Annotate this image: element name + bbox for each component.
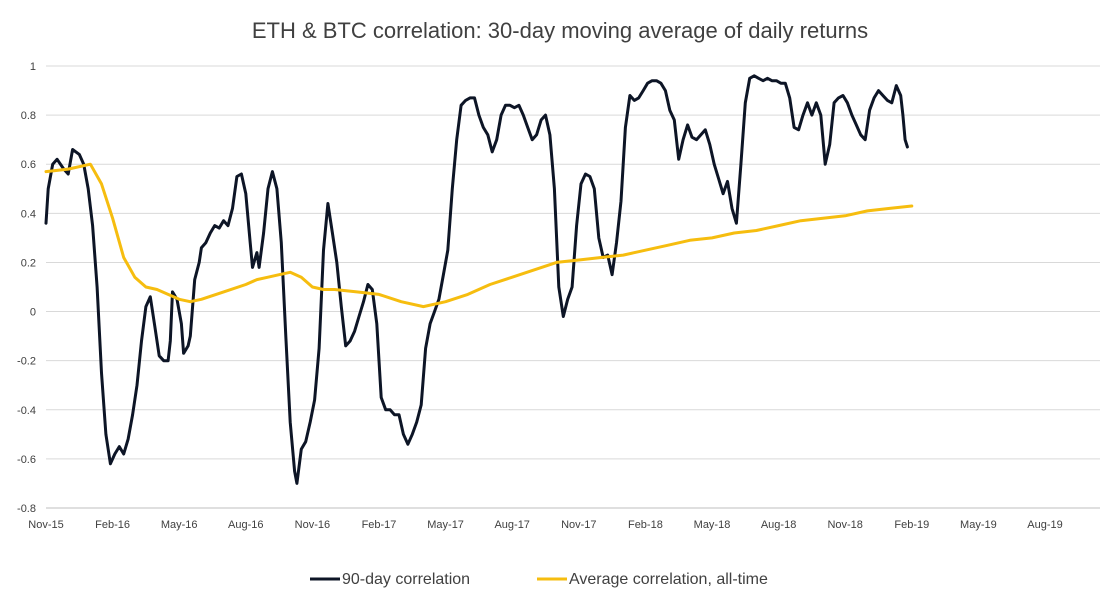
y-tick-label: 0 bbox=[30, 307, 36, 319]
x-tick-label: Nov-15 bbox=[28, 519, 63, 531]
x-tick-label: Feb-18 bbox=[628, 519, 663, 531]
x-axis-tick-labels: Nov-15 Feb-16 May-16 Aug-16 Nov-16 Feb-17 May-… bbox=[28, 519, 1062, 531]
x-tick-label: Aug-18 bbox=[761, 519, 796, 531]
x-tick-label: Nov-16 bbox=[295, 519, 330, 531]
y-tick-label: 0.6 bbox=[21, 159, 36, 171]
y-tick-label: -0.4 bbox=[17, 405, 36, 417]
series-line-average-correlation bbox=[44, 162, 914, 309]
y-tick-label: -0.2 bbox=[17, 356, 36, 368]
y-tick-label: 0.2 bbox=[21, 257, 36, 269]
x-tick-label: Aug-16 bbox=[228, 519, 263, 531]
x-tick-label: Feb-17 bbox=[362, 519, 397, 531]
series-lines bbox=[44, 74, 914, 485]
x-tick-label: Nov-18 bbox=[827, 519, 862, 531]
x-tick-label: May-18 bbox=[694, 519, 731, 531]
y-tick-label: -0.6 bbox=[17, 454, 36, 466]
y-axis-tick-labels: 1 0.8 0.6 0.4 0.2 0 -0.2 -0.4 -0.6 -0.8 bbox=[17, 61, 36, 515]
y-tick-label: 0.8 bbox=[21, 110, 36, 122]
x-tick-label: Aug-17 bbox=[494, 519, 529, 531]
y-tick-label: -0.8 bbox=[17, 503, 36, 515]
legend: 90-day correlation Average correlation, a… bbox=[310, 571, 768, 588]
legend-label-90-day-correlation: 90-day correlation bbox=[342, 571, 470, 588]
x-tick-label: May-17 bbox=[427, 519, 464, 531]
chart-title: ETH & BTC correlation: 30-day moving ave… bbox=[252, 18, 868, 43]
y-tick-label: 1 bbox=[30, 61, 36, 73]
x-tick-label: May-19 bbox=[960, 519, 997, 531]
series-line-90-day-correlation bbox=[44, 74, 909, 485]
x-tick-label: Nov-17 bbox=[561, 519, 596, 531]
x-tick-label: May-16 bbox=[161, 519, 198, 531]
x-tick-label: Feb-16 bbox=[95, 519, 130, 531]
x-tick-label: Feb-19 bbox=[894, 519, 929, 531]
y-tick-label: 0.4 bbox=[21, 208, 36, 220]
legend-label-average-correlation: Average correlation, all-time bbox=[569, 571, 768, 588]
x-tick-label: Aug-19 bbox=[1027, 519, 1062, 531]
